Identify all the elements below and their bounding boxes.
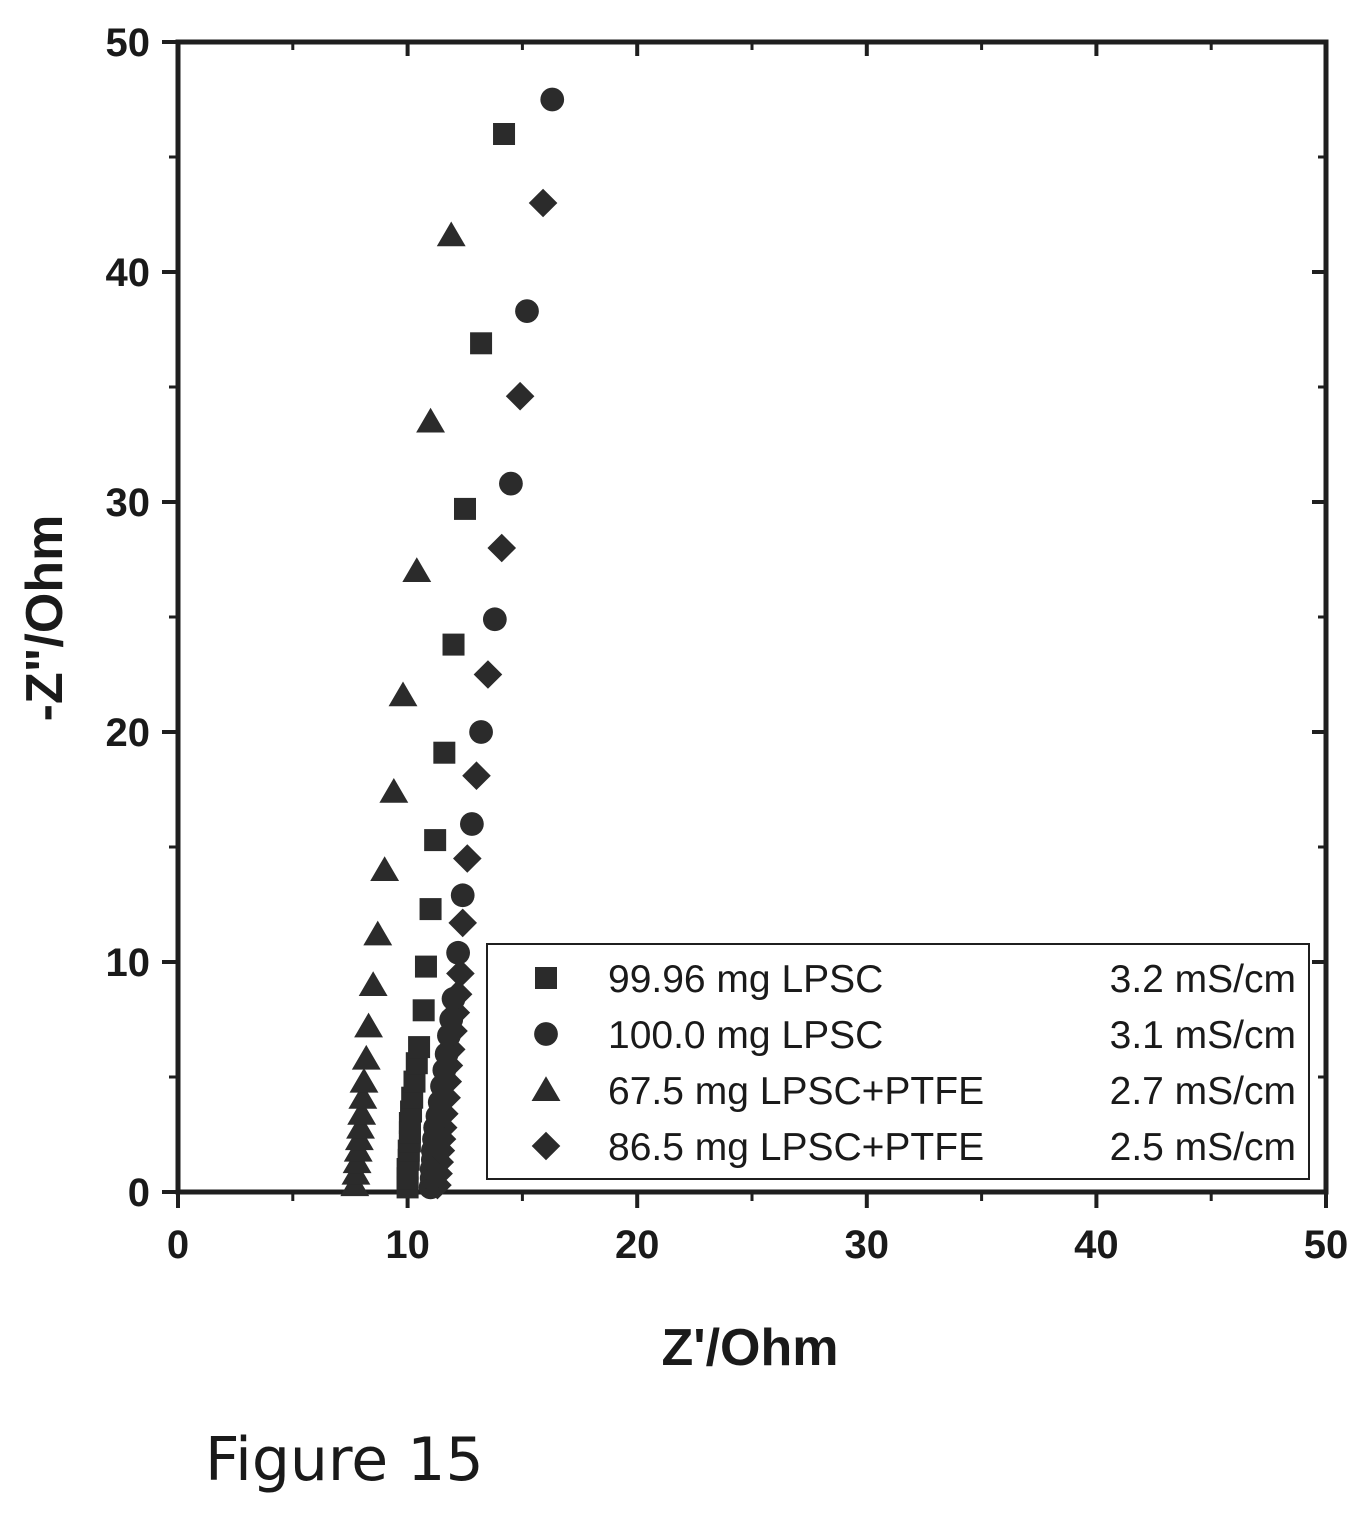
legend-series-conductivity: 3.2 mS/cm (1110, 958, 1296, 1001)
series-triangle (340, 221, 466, 1197)
square-data-point (419, 898, 442, 921)
diamond-data-point (452, 844, 482, 873)
circle-data-point (540, 87, 565, 112)
diamond-data-point (441, 998, 471, 1027)
diamond-data-point (473, 660, 503, 689)
triangle-data-point (416, 407, 445, 433)
x-tick-label: 30 (845, 1223, 890, 1267)
legend-series-conductivity: 2.7 mS/cm (1110, 1070, 1296, 1113)
circle-data-point (460, 812, 484, 836)
y-tick-label: 30 (106, 481, 151, 525)
y-tick-label: 0 (128, 1171, 150, 1215)
square-data-point (454, 497, 476, 520)
figure-caption: Figure 15 (205, 1425, 484, 1495)
square-data-point (493, 123, 516, 145)
triangle-data-point (402, 557, 432, 582)
y-tick-label: 20 (106, 711, 151, 755)
triangle-data-point (346, 1113, 375, 1139)
y-tick-label: 40 (106, 251, 151, 295)
diamond-data-point (446, 959, 475, 988)
triangle-data-point (388, 681, 418, 707)
triangle-data-point (354, 1012, 384, 1038)
y-tick-label: 10 (106, 941, 151, 985)
square-data-point (424, 829, 447, 852)
x-axis-label: Z'/Ohm (661, 1319, 838, 1377)
y-tick-label: 50 (106, 21, 151, 65)
triangle-data-point (358, 971, 388, 996)
square-data-point (414, 955, 437, 978)
circle-data-point (446, 940, 470, 965)
circle-data-point (499, 471, 523, 496)
diamond-data-point (448, 908, 478, 938)
diamond-data-point (433, 1067, 463, 1096)
legend-series-conductivity: 2.5 mS/cm (1110, 1126, 1296, 1169)
diamond-data-point (528, 188, 558, 218)
legend-series-name: 67.5 mg LPSC+PTFE (608, 1070, 984, 1113)
legend-triangle-icon (531, 1076, 561, 1101)
series-diamond (423, 188, 558, 1200)
circle-data-point (482, 607, 507, 632)
legend-circle-icon (534, 1022, 558, 1046)
diamond-data-point (487, 533, 517, 563)
square-data-point (408, 1036, 431, 1059)
series-square (396, 123, 516, 1199)
y-axis-label: -Z"/Ohm (16, 515, 74, 722)
triangle-data-point (347, 1100, 377, 1125)
triangle-data-point (379, 778, 409, 803)
x-tick-label: 20 (615, 1223, 660, 1267)
triangle-data-point (363, 920, 393, 946)
legend: 99.96 mg LPSC 3.2 mS/cm 100.0 mg LPSC 3.1 m… (486, 943, 1310, 1180)
legend-series-name: 100.0 mg LPSC (608, 1014, 883, 1057)
diamond-data-point (443, 979, 473, 1009)
triangle-data-point (351, 1044, 381, 1070)
diamond-data-point (462, 761, 491, 790)
x-tick-label: 0 (167, 1223, 189, 1267)
diamond-data-point (505, 381, 535, 411)
circle-data-point (515, 299, 539, 323)
square-data-point (470, 332, 493, 355)
data-points (340, 87, 565, 1200)
circle-data-point (469, 720, 493, 744)
triangle-data-point (348, 1083, 378, 1109)
square-data-point (403, 1070, 426, 1093)
triangle-data-point (436, 221, 466, 247)
legend-series-name: 99.96 mg LPSC (608, 958, 883, 1001)
x-axis: 0 10 20 30 40 50 (167, 42, 1348, 1267)
diamond-data-point (432, 1083, 461, 1112)
diamond-data-point (439, 1016, 468, 1046)
circle-data-point (450, 883, 475, 908)
diamond-data-point (436, 1035, 466, 1064)
triangle-data-point (370, 856, 400, 881)
legend-series-name: 86.5 mg LPSC+PTFE (608, 1126, 984, 1169)
x-tick-label: 50 (1304, 1223, 1349, 1267)
legend-diamond-icon (531, 1131, 561, 1161)
square-data-point (442, 633, 465, 656)
legend-square-icon (535, 967, 557, 989)
x-tick-label: 40 (1074, 1223, 1119, 1267)
legend-box (486, 943, 1310, 1180)
legend-series-conductivity: 3.1 mS/cm (1110, 1014, 1296, 1057)
y-axis: 0 10 20 30 40 50 (106, 21, 1326, 1215)
square-data-point (412, 999, 435, 1022)
x-tick-label: 10 (385, 1223, 430, 1267)
square-data-point (433, 741, 456, 764)
triangle-data-point (349, 1067, 379, 1093)
